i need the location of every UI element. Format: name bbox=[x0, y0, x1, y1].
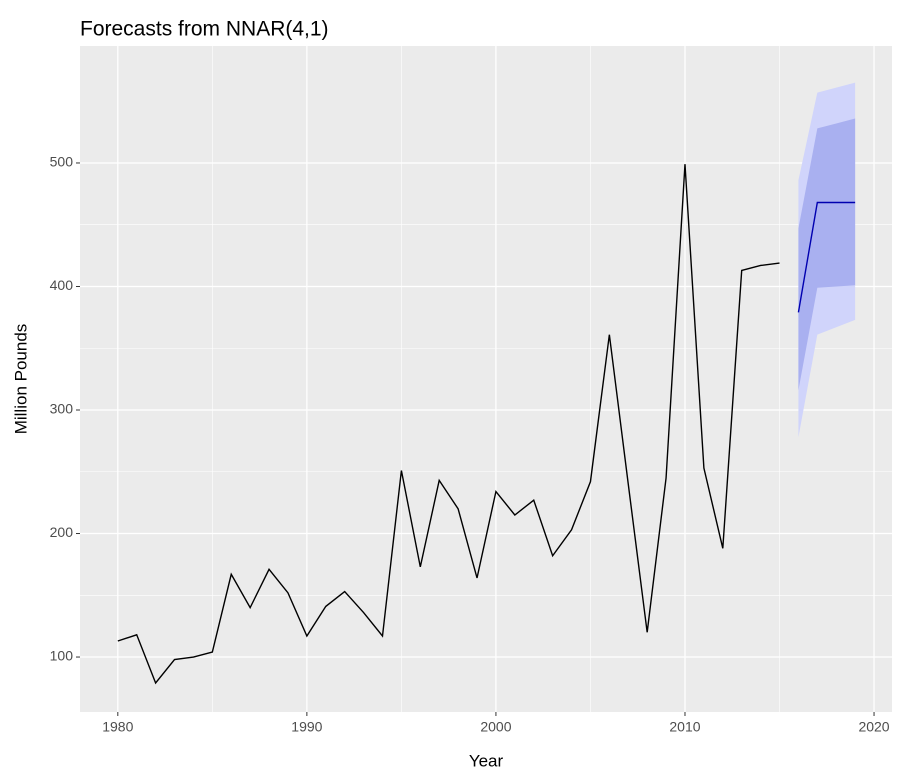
chart-title: Forecasts from NNAR(4,1) bbox=[80, 18, 329, 41]
y-tick-label: 400 bbox=[50, 277, 74, 293]
grid bbox=[80, 46, 892, 712]
y-tick-label: 300 bbox=[50, 401, 74, 417]
x-tick-label: 2010 bbox=[669, 719, 700, 735]
series-line bbox=[797, 201, 856, 313]
y-tick-label: 500 bbox=[50, 154, 74, 170]
x-tick-label: 2000 bbox=[480, 719, 511, 735]
x-axis-label: Year bbox=[469, 751, 504, 770]
prediction-band bbox=[798, 118, 856, 391]
x-tick-label: 1980 bbox=[102, 719, 133, 735]
series-line bbox=[117, 164, 780, 685]
marks bbox=[117, 82, 856, 685]
panel bbox=[80, 46, 892, 712]
y-tick-label: 200 bbox=[50, 524, 74, 540]
x-tick-label: 1990 bbox=[291, 719, 322, 735]
x-tick-label: 2020 bbox=[858, 719, 889, 735]
y-axis-label: Million Pounds bbox=[11, 324, 30, 435]
y-tick-label: 100 bbox=[50, 648, 74, 664]
